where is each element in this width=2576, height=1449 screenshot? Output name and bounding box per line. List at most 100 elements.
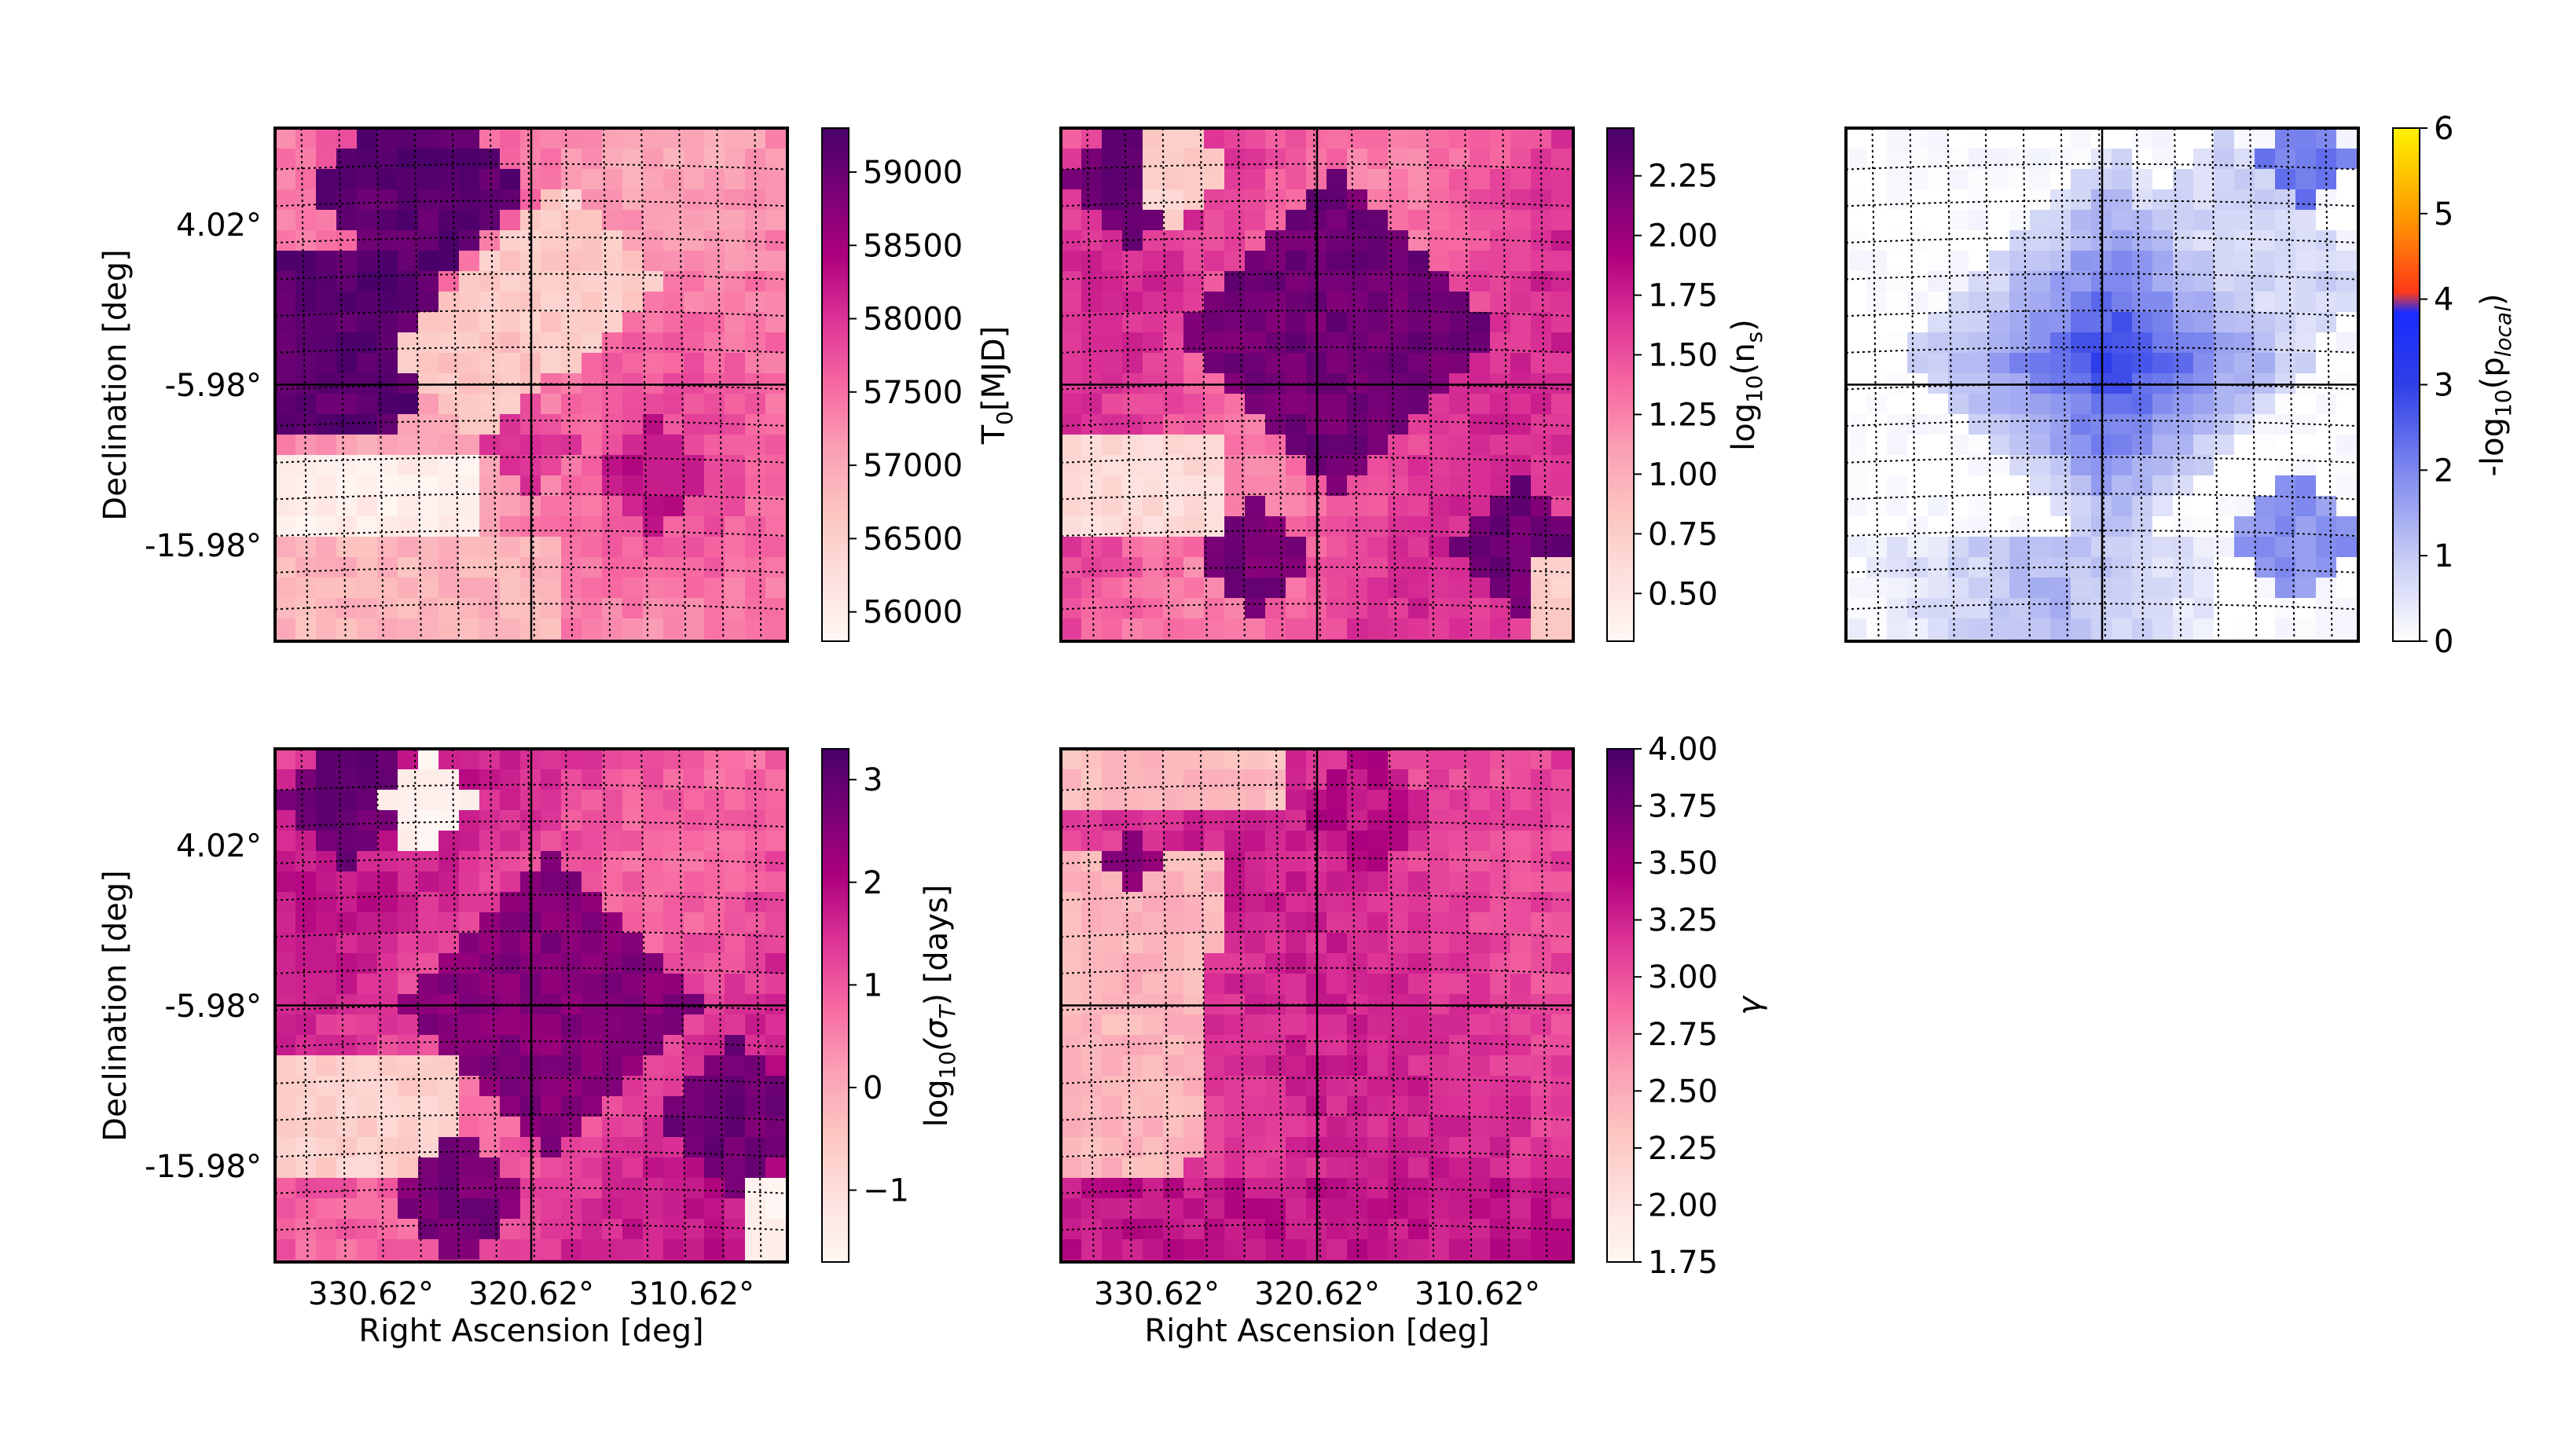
heatmap-tile — [275, 618, 276, 640]
heatmap-tile — [1061, 332, 1062, 354]
heatmap-tile — [1551, 974, 1572, 995]
heatmap-tile — [1572, 769, 1573, 791]
heatmap-tile — [1224, 537, 1246, 558]
heatmap-tile — [1572, 1219, 1573, 1240]
heatmap-tile — [643, 1014, 664, 1036]
heatmap-tile — [1183, 516, 1205, 537]
heatmap-tile — [1224, 1280, 1246, 1301]
colorbar-tick-label: 1.00 — [1648, 457, 1718, 493]
heatmap-tile — [684, 537, 705, 558]
heatmap-tile — [1490, 455, 1511, 476]
heatmap-tile — [1265, 1137, 1286, 1158]
heatmap-tile — [1061, 598, 1062, 619]
heatmap-tile — [2357, 639, 2358, 641]
heatmap-tile — [1143, 1178, 1164, 1199]
heatmap-tile — [1347, 189, 1368, 211]
heatmap-tile — [295, 1178, 317, 1199]
heatmap-tile — [1470, 210, 1491, 231]
heatmap-tile — [1061, 149, 1082, 170]
heatmap-tile — [684, 749, 705, 750]
heatmap-tile — [2193, 618, 2215, 640]
heatmap-tile — [663, 769, 684, 791]
heatmap-tile — [1143, 851, 1164, 872]
heatmap-tile — [1408, 953, 1429, 974]
heatmap-tile — [336, 271, 358, 292]
heatmap-tile — [1510, 271, 1532, 292]
heatmap-tile — [1846, 516, 1847, 537]
heatmap-tile — [1388, 516, 1409, 537]
heatmap-tile — [1061, 292, 1062, 313]
heatmap-tile — [541, 149, 562, 170]
heatmap-tile — [663, 557, 684, 578]
heatmap-tile — [1531, 1096, 1552, 1117]
graticule — [1061, 128, 1573, 641]
heatmap-tile — [1163, 353, 1184, 374]
heatmap-tile — [1470, 1117, 1491, 1138]
heatmap-tile — [684, 271, 705, 292]
heatmap-tile — [1245, 1096, 1266, 1117]
heatmap-tile — [2255, 394, 2276, 415]
heatmap-tile — [357, 557, 378, 578]
heatmap-tile — [2071, 128, 2092, 149]
heatmap-tile — [2234, 128, 2255, 149]
heatmap-tile — [561, 1014, 582, 1036]
heatmap-tile — [1367, 618, 1389, 640]
heatmap-tile — [1122, 659, 1143, 680]
heatmap-tile — [1204, 598, 1225, 619]
heatmap-tile — [1224, 1239, 1246, 1260]
heatmap-tile — [765, 292, 787, 313]
heatmap-tile — [1224, 831, 1246, 852]
heatmap-tile — [336, 353, 358, 374]
heatmap-tile — [2255, 230, 2276, 251]
heatmap-tile — [2234, 189, 2255, 211]
heatmap-tile — [275, 128, 296, 129]
heatmap-tile — [500, 749, 521, 770]
heatmap-tile — [459, 618, 480, 640]
heatmap-tile — [786, 435, 787, 456]
heatmap-tile — [1449, 749, 1470, 750]
heatmap-tile — [643, 851, 664, 872]
heatmap-tile — [357, 1157, 378, 1179]
heatmap-tile — [1224, 749, 1246, 750]
heatmap-tile — [582, 251, 603, 272]
heatmap-tile — [500, 1055, 521, 1077]
heatmap-tile — [1429, 1239, 1450, 1260]
heatmap-tile — [418, 128, 439, 149]
heatmap-tile — [1265, 618, 1286, 640]
colorbar-label: log10(σT) [days] — [919, 885, 960, 1128]
heatmap-tile — [2009, 128, 2031, 149]
heatmap-tile — [1449, 851, 1470, 872]
heatmap-tile — [2193, 149, 2215, 170]
heatmap-tile — [1531, 953, 1552, 974]
heatmap-tile — [1572, 169, 1573, 190]
heatmap-tile — [643, 332, 664, 354]
heatmap-tile — [1846, 169, 1867, 190]
graticule-parallel — [1061, 383, 1573, 391]
heatmap-tile — [1490, 435, 1511, 456]
heatmap-tile — [1887, 210, 1908, 231]
heatmap-tile — [1510, 892, 1532, 913]
heatmap-tile — [1429, 435, 1450, 456]
heatmap-tile — [1143, 128, 1164, 149]
heatmap-tile — [2255, 414, 2276, 435]
heatmap-tile — [1429, 769, 1450, 791]
colorbar-tick-label: 56500 — [863, 521, 963, 557]
heatmap-tile — [275, 475, 296, 497]
heatmap-tile — [2009, 353, 2031, 374]
heatmap-tile — [1245, 353, 1266, 374]
heatmap-tile — [377, 189, 398, 211]
heatmap-tile — [459, 169, 480, 190]
heatmap-tile — [1122, 414, 1143, 435]
heatmap-tile — [1846, 128, 1847, 129]
heatmap-tile — [336, 1198, 358, 1220]
heatmap-tile — [2112, 169, 2133, 190]
heatmap-tile — [479, 169, 501, 190]
heatmap-tile — [2234, 557, 2255, 578]
heatmap-tile — [1572, 128, 1573, 149]
heatmap-tile — [1866, 189, 1888, 211]
colorbar-label-main: T — [976, 424, 1012, 445]
heatmap-tile — [684, 892, 705, 913]
heatmap-tile — [1388, 1239, 1409, 1260]
heatmap-tile — [663, 210, 684, 231]
heatmap-tile — [602, 790, 623, 811]
